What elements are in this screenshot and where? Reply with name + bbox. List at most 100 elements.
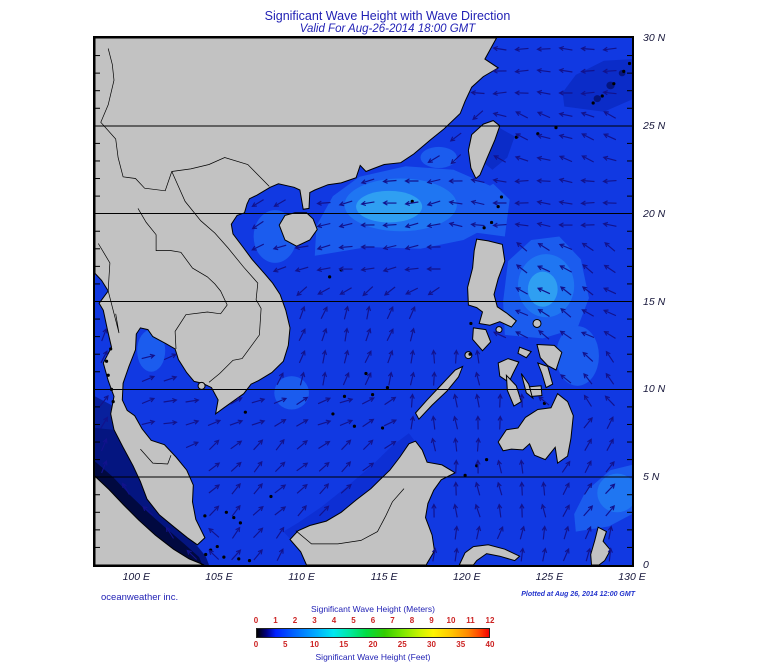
wave-direction-arrow	[163, 397, 178, 404]
wave-direction-arrow	[476, 525, 482, 540]
wave-direction-arrow	[163, 375, 178, 382]
wave-direction-arrow	[559, 286, 572, 296]
wave-direction-arrow	[475, 437, 481, 452]
wave-direction-arrow	[186, 549, 198, 560]
wave-direction-arrow	[606, 416, 614, 430]
wave-direction-arrow	[452, 393, 459, 408]
wave-direction-arrow	[431, 503, 437, 518]
wave-direction-arrow	[362, 462, 375, 472]
wave-direction-arrow	[603, 309, 617, 317]
wave-direction-arrow	[296, 419, 309, 427]
map-subtitle: Valid For Aug-26-2014 18:00 GMT	[299, 23, 476, 35]
wave-direction-arrow	[383, 419, 398, 427]
wave-direction-arrow	[541, 547, 548, 562]
islet	[237, 557, 241, 561]
wave-direction-arrow	[472, 110, 484, 121]
wave-direction-arrow	[602, 221, 617, 228]
wave-direction-arrow	[275, 438, 285, 451]
wave-direction-arrow	[361, 397, 375, 405]
wave-direction-arrow	[296, 483, 308, 494]
wave-direction-arrow	[514, 222, 529, 228]
wave-height-patch	[137, 329, 166, 372]
colorbar-tick: 35	[456, 640, 466, 649]
wave-direction-arrow	[343, 327, 350, 342]
wave-direction-arrow	[584, 482, 593, 495]
wave-direction-arrow	[272, 244, 287, 251]
wave-direction-arrow	[604, 242, 616, 252]
colorbar-tick: 8	[409, 616, 415, 625]
wave-direction-arrow	[382, 222, 397, 228]
islet	[489, 220, 494, 225]
wave-direction-arrow	[537, 308, 550, 317]
wave-direction-arrow	[360, 266, 375, 272]
islet	[109, 347, 113, 351]
wave-direction-arrow	[603, 111, 616, 119]
wave-direction-arrow	[558, 155, 573, 163]
wave-direction-arrow	[583, 372, 593, 385]
wave-height-patch	[527, 271, 558, 307]
wave-direction-arrow	[362, 418, 375, 428]
wave-direction-arrow	[343, 349, 350, 364]
wave-height-patch	[420, 146, 457, 168]
islet	[591, 101, 595, 105]
colorbar-tick: 4	[331, 616, 337, 625]
wave-direction-arrow	[560, 308, 572, 318]
wave-direction-arrow	[452, 503, 459, 518]
islet	[269, 494, 273, 499]
wave-direction-arrow	[404, 266, 419, 272]
wave-direction-arrow	[562, 482, 570, 496]
wave-height-patch	[593, 95, 601, 103]
wave-direction-arrow	[296, 396, 309, 406]
wave-direction-arrow	[364, 372, 372, 386]
wave-direction-arrow	[141, 353, 156, 360]
wave-direction-arrow	[208, 549, 220, 560]
wave-direction-arrow	[321, 371, 328, 386]
islet	[331, 412, 335, 416]
wave-direction-arrow	[299, 371, 306, 386]
wave-direction-arrow	[409, 415, 416, 430]
wave-direction-arrow	[297, 505, 307, 517]
wave-direction-arrow	[409, 327, 416, 342]
islet	[364, 371, 368, 376]
wave-direction-arrow	[474, 393, 481, 408]
wave-direction-arrow	[448, 221, 463, 228]
islet	[111, 400, 115, 404]
landmass-island	[590, 526, 612, 565]
wave-direction-arrow	[294, 266, 309, 273]
wave-direction-arrow	[316, 222, 331, 229]
lon-label-105e: 105 E	[205, 571, 233, 583]
wave-direction-arrow	[100, 350, 108, 364]
country-border	[100, 48, 270, 192]
colorbar-tick: 9	[429, 616, 434, 625]
wave-direction-arrow	[514, 200, 529, 206]
wave-direction-arrow	[541, 525, 547, 540]
wave-direction-arrow	[253, 549, 263, 561]
wave-direction-arrow	[341, 461, 352, 473]
wave-direction-arrow	[321, 349, 328, 364]
wave-direction-arrow	[383, 286, 396, 296]
lon-label-115e: 115 E	[370, 571, 398, 583]
wave-direction-arrow	[581, 133, 595, 141]
landmass-island	[497, 358, 520, 384]
wave-direction-arrow	[514, 90, 529, 96]
colorbar-title-feet: Significant Wave Height (Feet)	[315, 652, 431, 662]
wave-direction-arrow	[342, 371, 350, 386]
wave-direction-arrow	[431, 415, 437, 430]
landmass-island	[467, 120, 501, 180]
wave-direction-arrow	[365, 327, 372, 342]
wave-direction-arrow	[276, 372, 284, 386]
wave-direction-arrow	[607, 525, 614, 540]
map-title: Significant Wave Height with Wave Direct…	[264, 9, 511, 23]
islet	[247, 559, 252, 563]
islet	[463, 473, 467, 478]
wave-direction-arrow	[559, 265, 572, 273]
wave-direction-arrow	[470, 177, 485, 183]
lat-label-30n: 30 N	[643, 32, 666, 44]
wave-direction-arrow	[404, 222, 419, 229]
landmass-island	[289, 440, 457, 565]
small-island	[495, 326, 503, 334]
wave-direction-arrow	[427, 155, 440, 164]
wave-height-patch	[484, 125, 515, 170]
wave-direction-arrow	[496, 526, 504, 540]
islet	[496, 205, 500, 209]
